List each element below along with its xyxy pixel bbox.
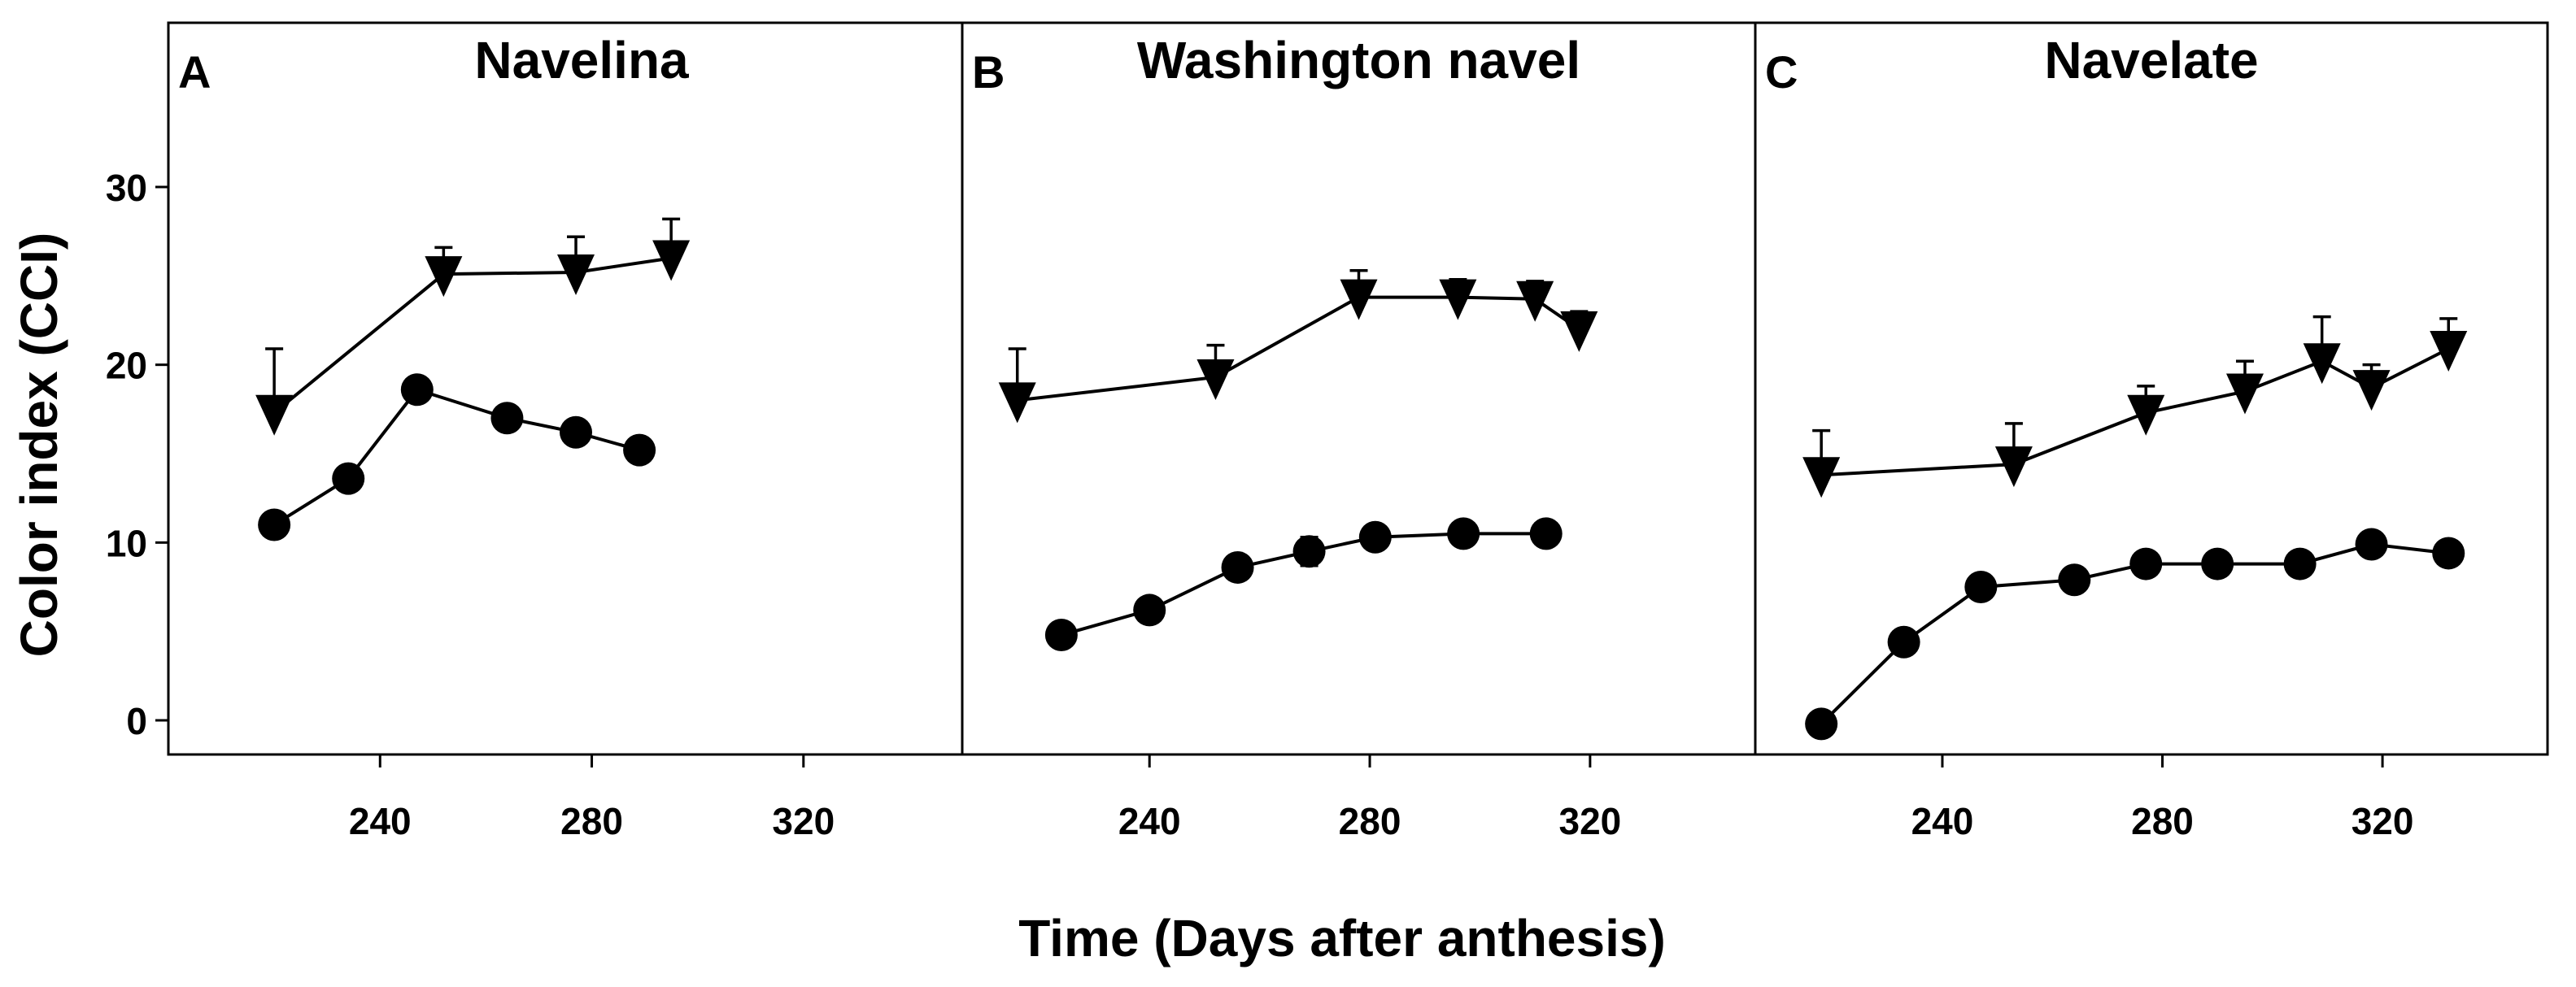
panel-b: 240 280 320 B Washington navel — [961, 21, 1757, 842]
triangle-point — [1994, 446, 2033, 488]
triangle-point — [2430, 330, 2468, 372]
panel-title: Navelina — [474, 31, 689, 89]
panel-letter: A — [178, 46, 211, 98]
circle-point — [490, 402, 524, 435]
x-tick-label-320: 320 — [772, 800, 835, 842]
triangle-series-line — [1017, 295, 1580, 402]
y-tick-label-0: 0 — [126, 700, 147, 742]
circle-point — [623, 433, 656, 467]
triangle-point — [2352, 370, 2391, 411]
circle-point — [2201, 547, 2234, 580]
x-axis-label: Time (Days after anthesis) — [1018, 909, 1666, 967]
triangle-point — [652, 240, 691, 281]
x-tick-label-320: 320 — [2352, 800, 2414, 842]
circle-point — [258, 508, 291, 541]
x-tick-label-280: 280 — [560, 800, 623, 842]
triangle-point — [1560, 311, 1598, 352]
x-tick-label-240: 240 — [349, 800, 412, 842]
circle-point — [1447, 517, 1480, 550]
panel-frame — [961, 21, 1757, 756]
panel-frame — [1754, 21, 2549, 756]
y-axis-label: Color index (CCI) — [10, 233, 68, 658]
circle-point — [560, 415, 593, 449]
y-tick-label-10: 10 — [106, 522, 147, 564]
triangle-point — [1802, 457, 1841, 498]
chart-panels: 240 280 320 0 10 20 30 A Navelina 240 280 320 B Washi… — [106, 21, 2549, 842]
x-tick-label-280: 280 — [2131, 800, 2194, 842]
circle-point — [1805, 707, 1838, 741]
panel-letter: B — [972, 46, 1005, 98]
panel-frame — [167, 21, 964, 756]
circle-point — [1529, 517, 1563, 550]
x-tick-label-240: 240 — [1911, 800, 1974, 842]
triangle-series-line — [272, 256, 672, 415]
panel-title: Washington navel — [1137, 31, 1580, 89]
triangle-series-line — [1821, 347, 2450, 477]
triangle-point — [1196, 359, 1235, 400]
circle-point — [400, 373, 434, 407]
triangle-point — [425, 256, 463, 298]
triangle-point — [998, 382, 1036, 424]
circle-point — [1133, 594, 1166, 627]
circle-point — [1887, 625, 1920, 659]
circle-point — [1292, 535, 1326, 568]
x-tick-label-280: 280 — [1339, 800, 1401, 842]
triangle-point — [1439, 279, 1477, 320]
triangle-point — [2127, 394, 2165, 436]
triangle-point — [2303, 343, 2341, 385]
circle-point — [2355, 528, 2388, 561]
panel-c: 240 280 320 C Navelate — [1754, 21, 2549, 842]
circle-point — [332, 462, 365, 495]
triangle-point — [1340, 279, 1378, 320]
triangle-point — [557, 254, 595, 295]
circle-point — [2432, 537, 2465, 570]
circle-point — [2283, 547, 2317, 580]
panel-a: 240 280 320 0 10 20 30 A Navelina — [106, 21, 964, 842]
circle-point — [1964, 571, 1998, 603]
y-tick-label-30: 30 — [106, 167, 147, 209]
x-tick-label-240: 240 — [1118, 800, 1181, 842]
x-tick-label-320: 320 — [1559, 800, 1622, 842]
panel-letter: C — [1765, 46, 1798, 98]
circle-point — [1358, 520, 1392, 554]
triangle-point — [1516, 280, 1554, 322]
circle-point — [2129, 547, 2163, 580]
triangle-point — [255, 394, 294, 436]
circle-point — [1044, 619, 1078, 652]
triangle-point — [2225, 373, 2264, 415]
circle-series-line — [273, 387, 640, 527]
panel-title: Navelate — [2044, 31, 2258, 89]
circle-point — [2058, 563, 2091, 597]
circle-point — [1221, 550, 1254, 584]
y-tick-label-20: 20 — [106, 345, 147, 387]
